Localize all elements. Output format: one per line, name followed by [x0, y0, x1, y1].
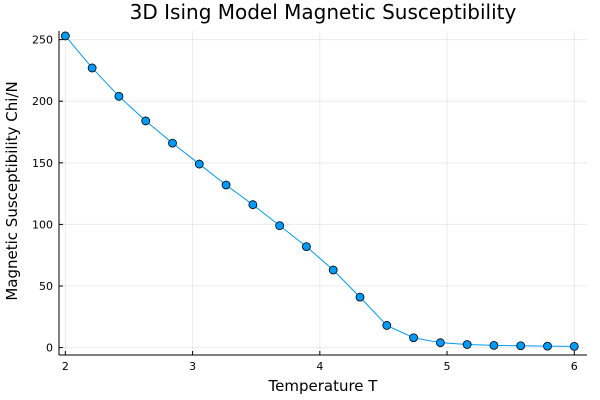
- data-point: [409, 333, 418, 343]
- data-point: [60, 31, 70, 41]
- data-point: [435, 338, 445, 348]
- y-tick-label: 50: [39, 280, 53, 293]
- y-tick-label: 250: [32, 34, 53, 47]
- data-point: [221, 180, 231, 190]
- data-point: [516, 341, 526, 351]
- x-tick-label: 2: [62, 360, 69, 373]
- x-tick-label: 4: [316, 360, 323, 373]
- data-point: [462, 340, 472, 349]
- data-point: [168, 138, 177, 148]
- plot-series: [60, 31, 579, 351]
- y-axis-title: Magnetic Susceptibility Chi/N: [3, 81, 21, 300]
- y-tick-label: 200: [32, 95, 53, 108]
- data-point: [141, 116, 151, 126]
- x-tick-label: 3: [189, 360, 196, 373]
- data-point: [489, 340, 499, 350]
- data-point: [543, 341, 552, 351]
- data-point: [328, 265, 338, 275]
- x-axis-title: Temperature T: [268, 377, 379, 395]
- series-line: [64, 35, 575, 347]
- x-tick-label: 6: [571, 360, 578, 373]
- axes: [58, 31, 587, 356]
- data-point: [87, 63, 97, 73]
- data-point: [302, 242, 311, 251]
- data-point: [194, 159, 204, 169]
- chart-title: 3D Ising Model Magnetic Susceptibility: [130, 0, 517, 24]
- data-point: [382, 321, 392, 330]
- tick-labels: 2 3 4 5 6 0 50 100 150 200 250: [32, 34, 578, 373]
- data-point: [569, 341, 579, 351]
- y-tick-label: 150: [32, 157, 53, 170]
- y-tick-label: 0: [46, 342, 53, 355]
- data-point: [355, 292, 365, 302]
- y-tick-label: 100: [32, 218, 53, 231]
- data-point: [275, 221, 285, 231]
- grid: [59, 31, 587, 355]
- data-point: [248, 200, 258, 210]
- data-point: [114, 91, 124, 101]
- x-tick-label: 5: [444, 360, 451, 373]
